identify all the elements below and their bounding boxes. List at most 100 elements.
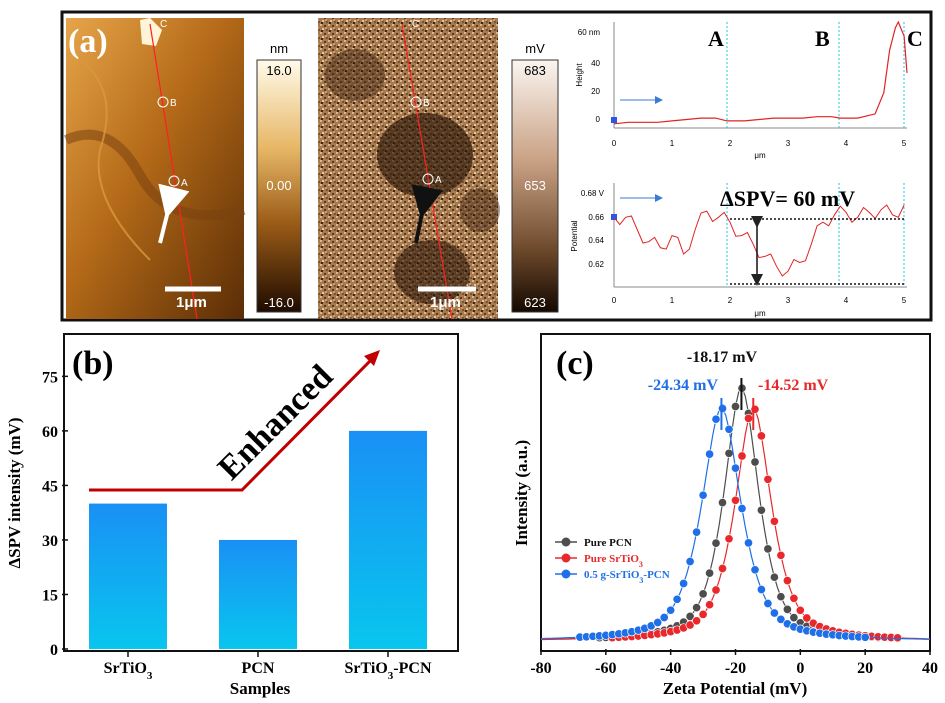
zeta-point: [776, 614, 786, 624]
height-start-marker: [611, 117, 617, 123]
zeta-point: [893, 633, 903, 643]
potential-xtick: 1: [670, 296, 675, 305]
height-profile-chart: 60 nm 40 20 0 Height 0 1 2 3 4 5 μm A B …: [575, 20, 923, 160]
bar-x-tick-label: SrTiO3: [104, 660, 153, 682]
topo-point-c-label: C: [160, 19, 167, 30]
zeta-point: [802, 613, 812, 623]
height-ytick: 40: [591, 59, 600, 68]
kpfm-colorbar-mid: 653: [524, 178, 546, 193]
bar-y-tick-label: 0: [50, 642, 58, 659]
bar-marks: [89, 430, 427, 649]
bar-x-tick-label: SrTiO3-PCN: [345, 660, 432, 682]
kpfm-colorbar-unit: mV: [525, 41, 545, 56]
zeta-point: [763, 598, 773, 609]
height-xtick: 2: [728, 139, 733, 148]
topo-colorbar-unit: nm: [270, 41, 288, 56]
panel-a-label: (a): [68, 23, 108, 60]
zeta-xlabel: Zeta Potential (mV): [663, 679, 807, 698]
kpfm-point-b: [410, 96, 422, 108]
potential-xtick: 2: [728, 296, 733, 305]
bar-y-tick-label: 75: [42, 369, 58, 386]
legend-marker: [561, 553, 571, 563]
region-label-c: C: [907, 26, 923, 51]
bar-y-tick-label: 15: [42, 587, 58, 604]
zeta-line: [541, 408, 931, 641]
legend-label: Pure SrTiO3: [584, 553, 643, 569]
zeta-series: [540, 383, 931, 643]
kpfm-point-b-label: B: [423, 98, 430, 109]
potential-ytick: 0.68 V: [581, 189, 605, 198]
panel-c-frame: [540, 333, 931, 652]
potential-ytick: 0.64: [588, 236, 604, 245]
zeta-point: [860, 632, 870, 642]
topography-image: [66, 18, 244, 319]
zeta-point: [763, 474, 773, 484]
bar-xlabel: Samples: [230, 679, 291, 698]
kpfm-colorbar-min: 623: [524, 295, 546, 310]
kpfm-dark-domain: [377, 113, 473, 197]
panel-c: (c) Intensity (a.u.) Zeta Potential (mV)…: [512, 333, 938, 698]
zeta-point: [730, 463, 741, 473]
zeta-point: [769, 516, 779, 526]
kpfm-dark-domain: [325, 49, 385, 101]
zeta-point: [659, 612, 669, 623]
zeta-series-2: [541, 404, 931, 643]
zeta-point: [724, 424, 734, 434]
zeta-point: [776, 550, 786, 560]
kpfm-profile-line: [401, 23, 453, 320]
potential-start-marker: [611, 214, 617, 220]
bar-srtio3-pcn: [349, 430, 427, 649]
height-xtick: 5: [902, 139, 907, 148]
panel-a: C B A 1μm (a) nm 16.0 0.00 -16.0 C: [60, 10, 933, 322]
height-ytick: 20: [591, 87, 600, 96]
zeta-line: [541, 387, 930, 640]
bar-y-tick-label: 60: [42, 424, 58, 441]
kpfm-dark-domain: [460, 188, 500, 232]
zeta-point: [750, 404, 760, 414]
height-ytick: 0: [596, 115, 601, 124]
topo-colorbar-gradient: [256, 59, 302, 313]
bar-x-ticks: SrTiO3 PCN SrTiO3-PCN: [104, 651, 432, 682]
potential-ylabel: Potential: [570, 220, 579, 251]
bar-y-ticks: 0 15 30 45 60 75: [42, 369, 68, 659]
topo-ridge: [79, 59, 151, 261]
zeta-point: [711, 538, 721, 548]
zeta-line: [540, 407, 931, 640]
region-label-a: A: [708, 26, 724, 51]
height-xtick: 4: [844, 139, 849, 148]
topo-terrace: [63, 129, 246, 221]
zeta-x-tick-label: -40: [660, 660, 681, 677]
bar-ylabel: ΔSPV intensity (mV): [5, 417, 24, 568]
legend-marker: [561, 537, 571, 547]
potential-xtick: 5: [902, 296, 907, 305]
panel-c-label: (c): [556, 345, 594, 382]
region-label-b: B: [815, 26, 830, 51]
bar-srtio3: [89, 503, 167, 649]
zeta-point: [743, 413, 754, 423]
zeta-peak-label: -14.52 mV: [758, 377, 829, 394]
kpfm-colorbar: mV 683 653 623: [511, 41, 559, 313]
zeta-x-tick-label: 40: [922, 660, 938, 677]
zeta-point: [679, 578, 689, 589]
zeta-point: [692, 527, 702, 537]
height-xtick: 1: [670, 139, 675, 148]
legend-marker: [561, 569, 571, 579]
bar-x-tick-label: PCN: [242, 660, 275, 677]
zeta-peak-labels: -18.17 mV-14.52 mV -24.34 mV: [648, 349, 829, 430]
zeta-point: [737, 451, 747, 461]
potential-xtick: 4: [844, 296, 849, 305]
topo-scale-label: 1μm: [176, 294, 207, 311]
panel-b-frame: [63, 333, 459, 652]
enhanced-trend-arrow: [89, 354, 377, 492]
potential-profile-chart: 0.68 V 0.66 0.64 0.62 Potential 0 1 2 3 …: [570, 183, 907, 318]
bar-pcn: [219, 539, 297, 649]
potential-ytick: 0.62: [588, 260, 604, 269]
zeta-point: [750, 457, 760, 467]
kpfm-point-a: [422, 173, 434, 185]
zeta-series-1: [541, 383, 930, 643]
potential-xlabel: μm: [754, 309, 766, 318]
zeta-point: [724, 534, 734, 544]
enhanced-label: Enhanced: [211, 358, 340, 487]
panel-a-frame: [60, 10, 933, 322]
zeta-point: [737, 503, 747, 514]
